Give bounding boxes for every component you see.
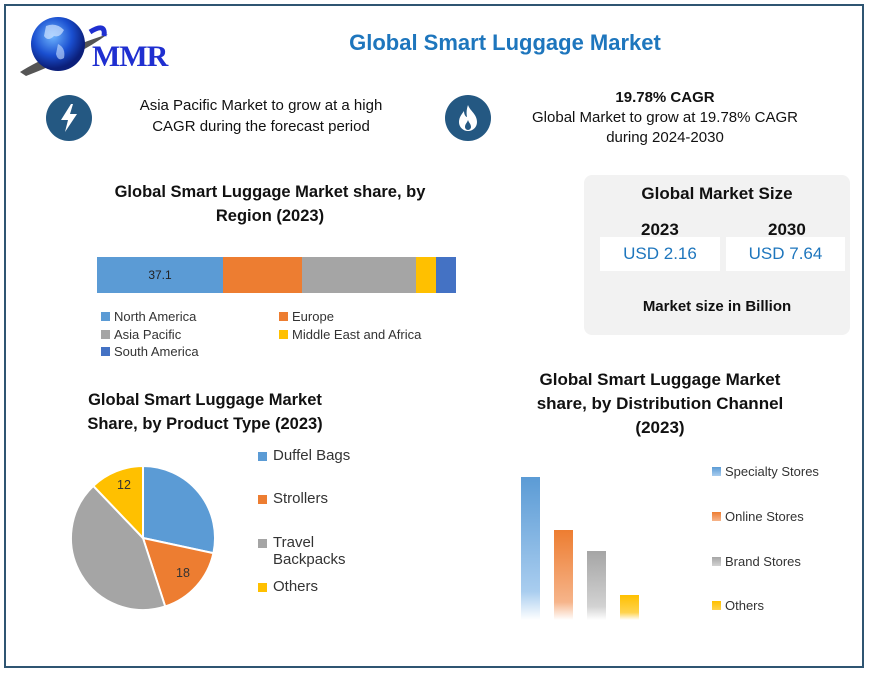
- legend-duffel-bags: Duffel Bags: [258, 447, 350, 464]
- pie-label-others: 12: [117, 478, 131, 492]
- bar-segment-middle-east-africa: [416, 257, 437, 293]
- legend-asia-pacific: Asia Pacific: [101, 327, 181, 342]
- legend-others-distribution: Others: [712, 598, 764, 613]
- value-2030: USD 7.64: [726, 237, 845, 271]
- legend-strollers: Strollers: [258, 490, 328, 507]
- market-size-unit: Market size in Billion: [642, 298, 792, 315]
- flame-icon: [445, 95, 491, 141]
- bar-online-stores: [554, 530, 573, 620]
- legend-south-america: South America: [101, 344, 199, 359]
- pie-slice-travel-backpacks: [70, 484, 167, 611]
- legend-online-stores: Online Stores: [712, 509, 804, 524]
- legend-travel-backpacks: Travel Backpacks: [258, 534, 346, 568]
- legend-europe: Europe: [279, 309, 334, 324]
- market-size-panel: Global Market Size 2023 2030 USD 2.16 US…: [584, 175, 850, 335]
- legend-specialty-stores: Specialty Stores: [712, 464, 819, 479]
- region-stacked-bar: 37.1: [97, 257, 456, 293]
- asia-pacific-highlight: Asia Pacific Market to grow at a high CA…: [139, 97, 383, 135]
- market-size-title: Global Market Size: [641, 184, 793, 203]
- bar-segment-europe: [223, 257, 302, 293]
- logo-text: MMR: [92, 40, 168, 73]
- year-2030: 2030: [768, 220, 806, 239]
- legend-north-america: North America: [101, 309, 196, 324]
- bar-specialty-stores: [521, 477, 540, 620]
- pie-slice-duffel-bags: [142, 465, 216, 555]
- product-type-pie: [70, 465, 216, 611]
- globe-icon: [20, 17, 108, 76]
- cagr-headline: 19.78% CAGR: [615, 89, 715, 106]
- legend-brand-stores: Brand Stores: [712, 554, 801, 569]
- bar-others: [620, 595, 639, 620]
- cagr-highlight: 19.78% CAGR Global Market to grow at 19.…: [500, 88, 830, 148]
- distribution-chart-title: Global Smart Luggage Market share, by Di…: [536, 370, 784, 437]
- legend-middle-east-africa: Middle East and Africa: [279, 327, 421, 342]
- pie-label-strollers: 18: [176, 566, 190, 580]
- mmr-logo: MMR: [18, 14, 178, 78]
- infographic-frame: [4, 4, 864, 668]
- year-2023: 2023: [641, 220, 679, 239]
- lightning-icon: [46, 95, 92, 141]
- bar-segment-asia-pacific: [301, 257, 417, 293]
- product-type-chart-title: Global Smart Luggage Market Share, by Pr…: [87, 391, 323, 433]
- page-title: Global Smart Luggage Market: [349, 30, 661, 55]
- bar-segment-north-america: 37.1: [97, 257, 223, 293]
- bar-segment-south-america: [436, 257, 456, 293]
- bar-brand-stores: [587, 551, 606, 620]
- value-2023: USD 2.16: [600, 237, 720, 271]
- legend-others: Others: [258, 578, 318, 595]
- region-chart-title: Global Smart Luggage Market share, by Re…: [114, 183, 426, 225]
- pie-slice-others: [91, 465, 144, 541]
